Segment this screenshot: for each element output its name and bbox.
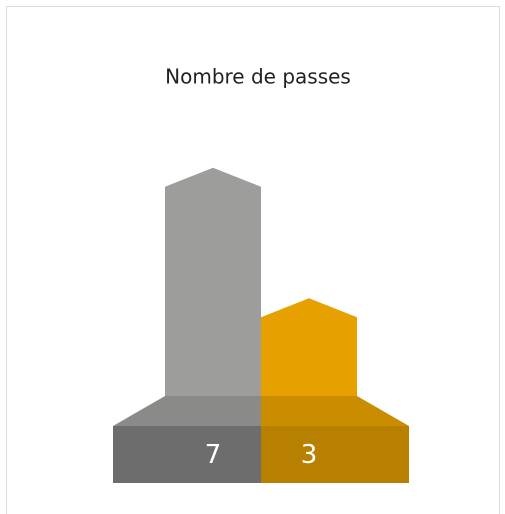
podium-base bbox=[261, 426, 409, 483]
chart-title: Nombre de passes bbox=[165, 65, 351, 89]
podium-slope bbox=[261, 396, 409, 426]
value-label: 3 bbox=[301, 440, 318, 470]
podium-slope bbox=[113, 396, 261, 426]
value-label: 7 bbox=[205, 440, 222, 470]
bar bbox=[261, 298, 357, 396]
podium-base bbox=[113, 426, 261, 483]
bar bbox=[165, 167, 261, 396]
